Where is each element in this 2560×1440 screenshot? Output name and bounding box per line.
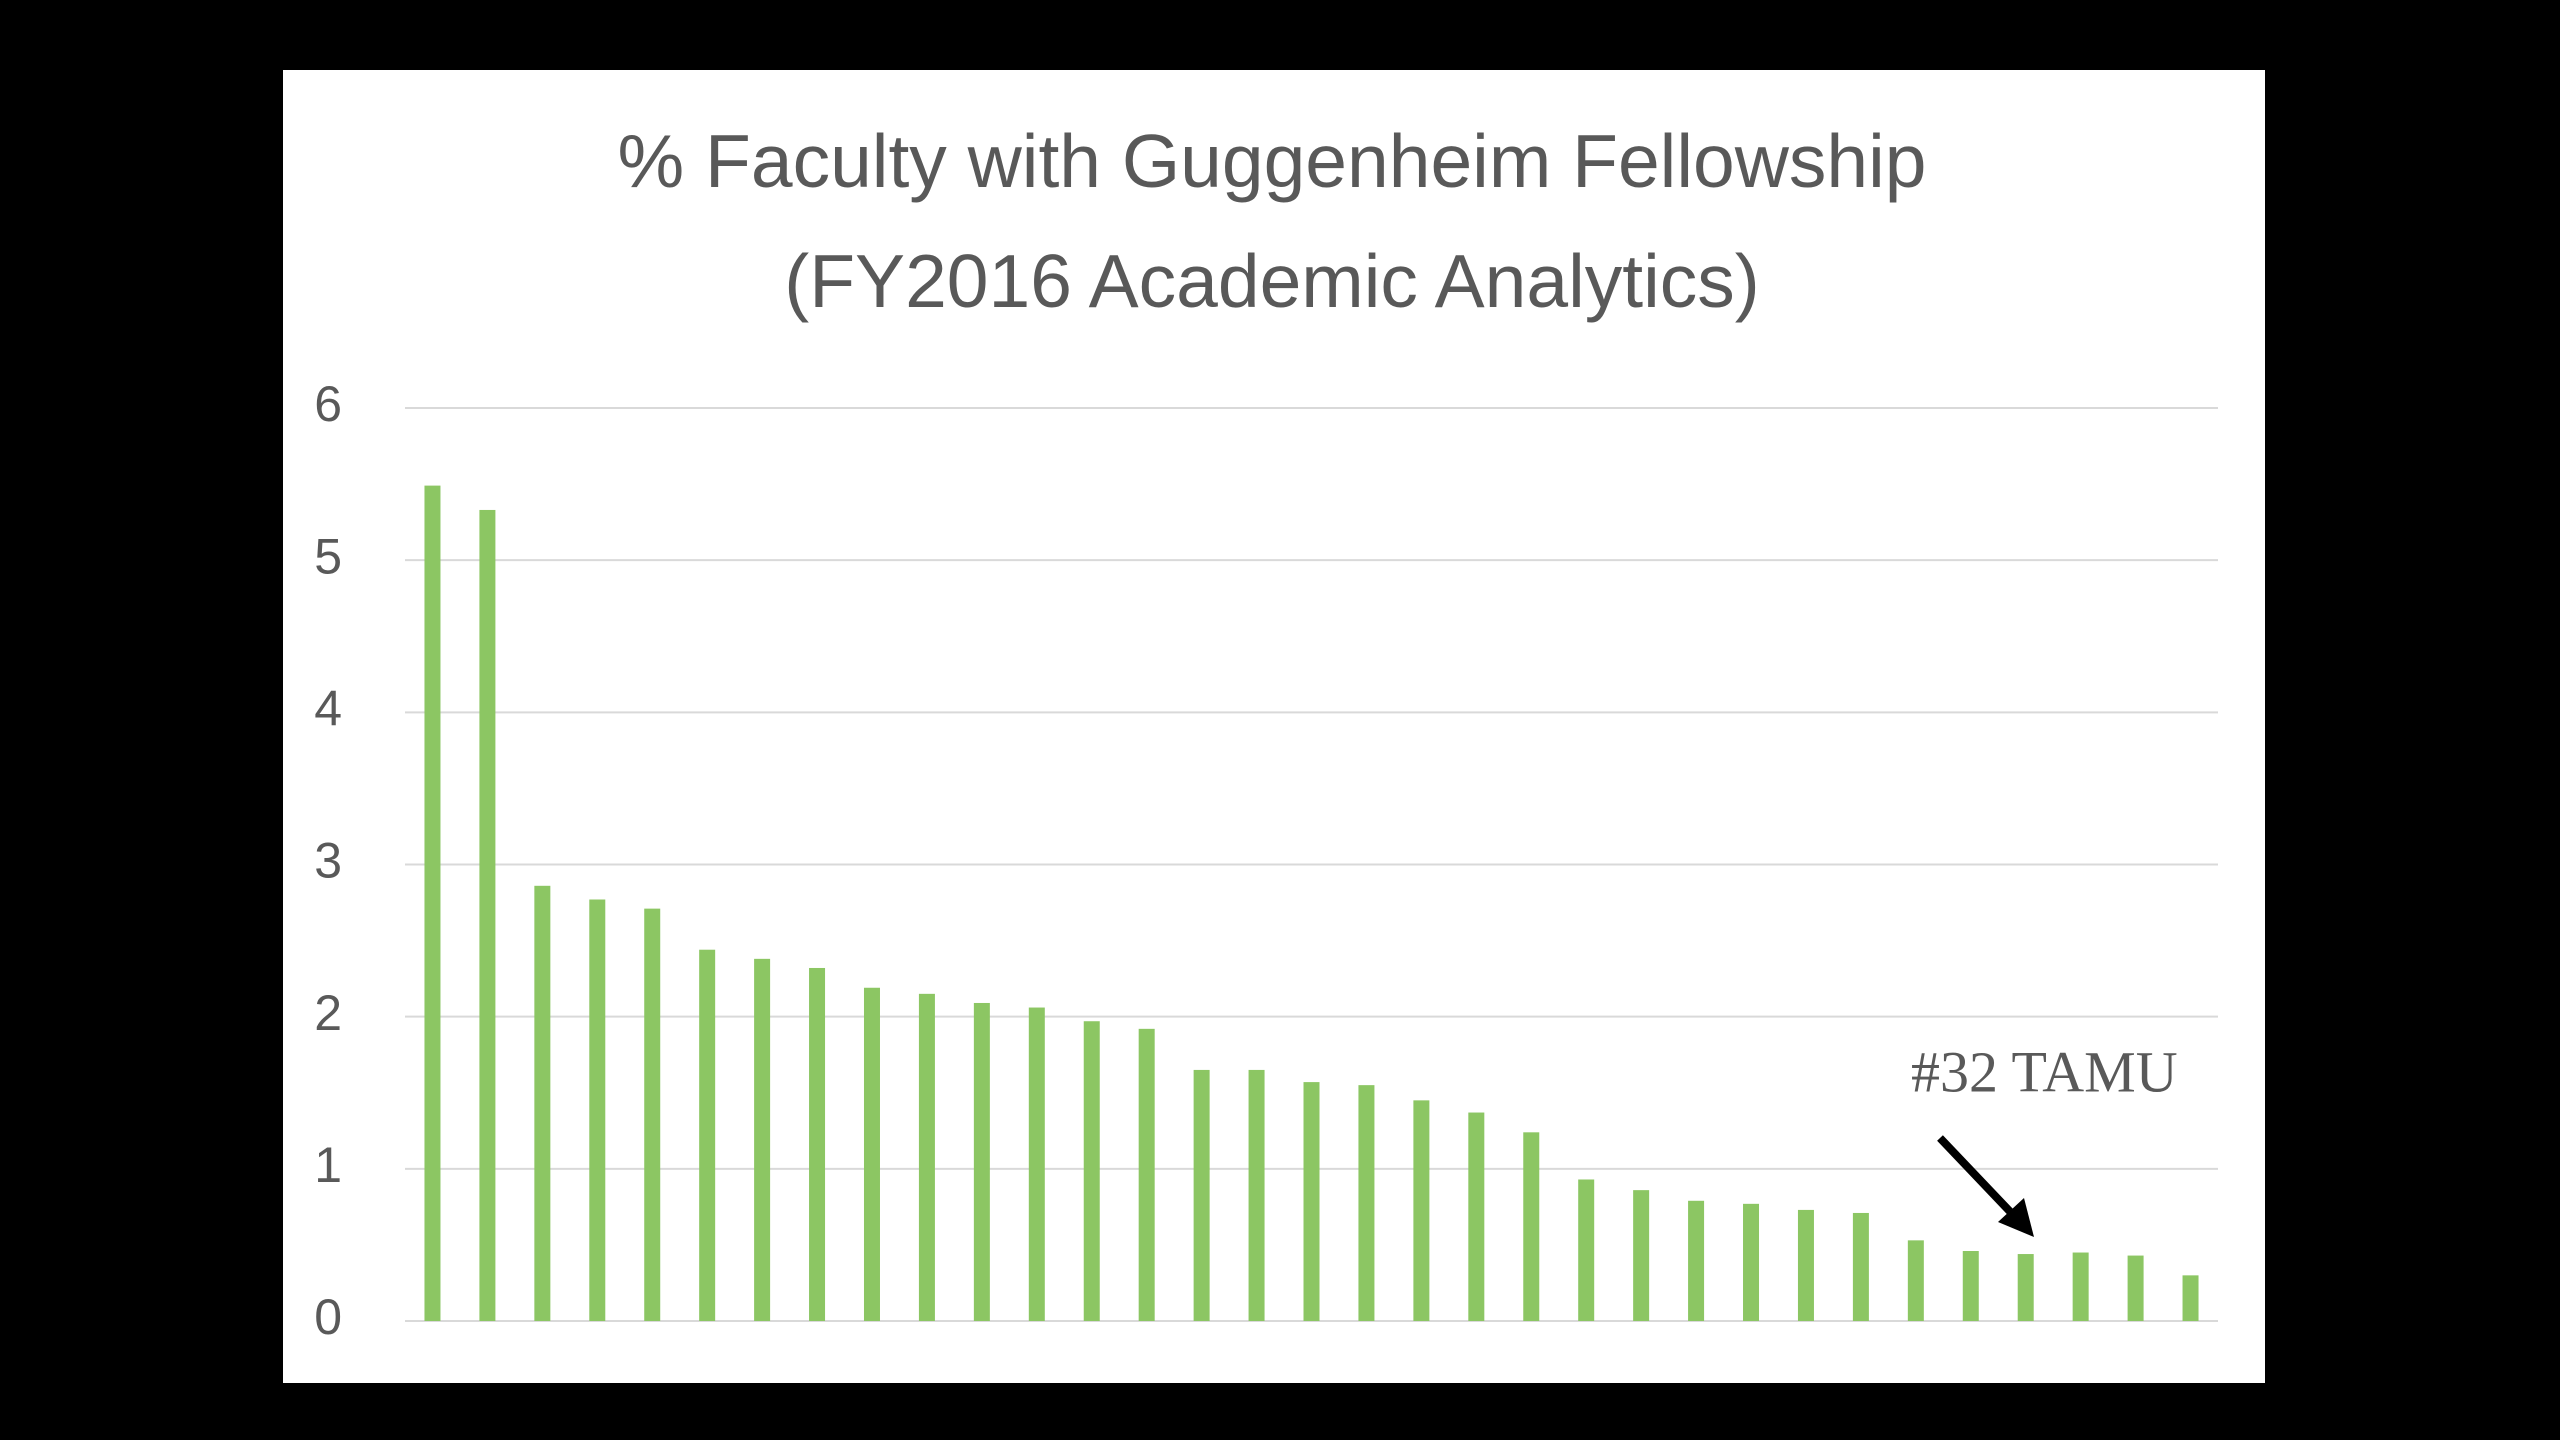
bar bbox=[1028, 1007, 1045, 1321]
chart-panel bbox=[283, 70, 2265, 1383]
bar bbox=[1083, 1021, 1100, 1321]
bar bbox=[809, 967, 826, 1321]
annotation-arrowhead bbox=[1998, 1198, 2034, 1237]
bar bbox=[1193, 1069, 1210, 1321]
bar bbox=[1468, 1112, 1485, 1321]
y-tick-label: 0 bbox=[314, 1289, 342, 1345]
bar bbox=[1413, 1100, 1430, 1321]
bar bbox=[1962, 1251, 1979, 1321]
chart-title: (FY2016 Academic Analytics) bbox=[784, 239, 1759, 323]
bar bbox=[2182, 1275, 2199, 1321]
bar bbox=[1852, 1212, 1869, 1321]
bar bbox=[754, 958, 771, 1321]
bar bbox=[1138, 1028, 1155, 1321]
bar bbox=[1523, 1132, 1540, 1321]
bar bbox=[863, 987, 880, 1321]
bar bbox=[1578, 1179, 1595, 1321]
bar bbox=[1633, 1190, 1650, 1321]
bars bbox=[424, 485, 2199, 1322]
bar bbox=[2127, 1255, 2144, 1321]
y-tick-label: 4 bbox=[314, 681, 342, 737]
y-tick-label: 1 bbox=[314, 1137, 342, 1193]
y-tick-label: 5 bbox=[314, 528, 342, 584]
bar bbox=[1797, 1209, 1814, 1321]
annotation-arrow bbox=[1937, 1135, 2021, 1223]
bar bbox=[1907, 1240, 1924, 1321]
bar bbox=[2017, 1254, 2034, 1321]
bar bbox=[918, 993, 935, 1321]
bar bbox=[699, 949, 716, 1321]
bar bbox=[479, 509, 496, 1321]
y-tick-label: 6 bbox=[314, 376, 342, 432]
bar bbox=[1688, 1200, 1705, 1321]
bar bbox=[973, 1002, 990, 1321]
bar bbox=[534, 885, 551, 1321]
bar bbox=[1248, 1069, 1265, 1321]
bar bbox=[589, 899, 606, 1321]
bar bbox=[1358, 1085, 1375, 1321]
y-tick-label: 3 bbox=[314, 833, 342, 889]
chart-title: % Faculty with Guggenheim Fellowship bbox=[618, 119, 1927, 203]
y-tick-label: 2 bbox=[314, 985, 342, 1041]
bar bbox=[644, 908, 661, 1321]
bar bbox=[2072, 1252, 2089, 1321]
bar bbox=[424, 485, 441, 1322]
bar bbox=[1303, 1082, 1320, 1321]
annotation: #32 TAMU bbox=[1911, 1039, 2178, 1104]
bar bbox=[1743, 1203, 1760, 1321]
